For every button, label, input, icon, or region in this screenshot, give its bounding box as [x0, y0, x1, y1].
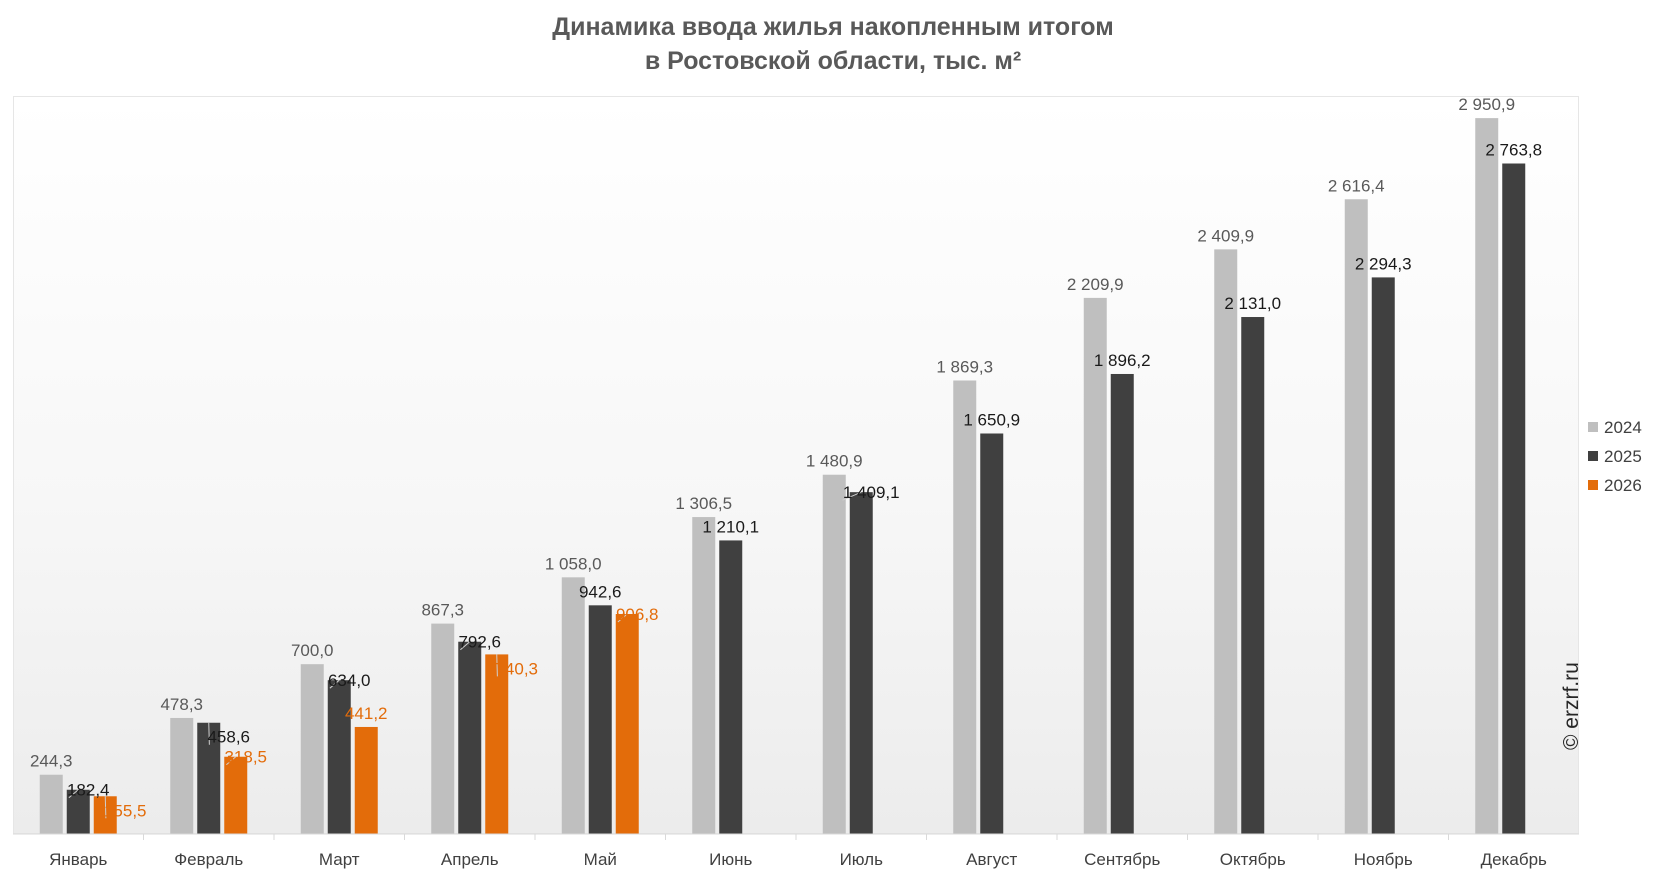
data-label-2024-4: 867,3 — [421, 601, 464, 620]
x-tick-label: Сентябрь — [1084, 850, 1160, 869]
data-label-2024-2: 478,3 — [160, 695, 203, 714]
bar-2026-4 — [485, 654, 509, 834]
legend-swatch-2026 — [1588, 480, 1598, 490]
chart-title: Динамика ввода жилья накопленным итогом … — [0, 10, 1666, 78]
bar-2026-3 — [354, 726, 378, 834]
chart-title-line-1: Динамика ввода жилья накопленным итогом — [552, 13, 1114, 41]
data-label-2026-5: 906,8 — [616, 605, 659, 624]
data-label-2025-2: 458,6 — [207, 728, 250, 747]
label-leader-line — [842, 491, 862, 501]
x-tick-label: Июнь — [709, 850, 752, 869]
data-label-2025-11: 2 294,3 — [1355, 254, 1412, 273]
bar-2024-12 — [1475, 118, 1499, 835]
x-tick-label: Август — [966, 850, 1017, 869]
data-label-2026-4: 740,3 — [495, 659, 538, 678]
data-label-2024-3: 700,0 — [291, 641, 334, 660]
x-tick-label: Февраль — [174, 850, 243, 869]
x-tick-label: Июль — [840, 850, 884, 869]
bar-2025-8 — [980, 433, 1004, 834]
bar-2025-11 — [1371, 277, 1395, 834]
data-label-2024-7: 1 480,9 — [806, 452, 863, 471]
bar-2025-3 — [327, 680, 351, 834]
legend-label-2025: 2025 — [1604, 447, 1642, 466]
x-tick-label: Январь — [49, 850, 107, 869]
label-leader-line — [496, 654, 498, 677]
x-tick-label: Декабрь — [1481, 850, 1547, 869]
data-label-2024-1: 244,3 — [30, 752, 73, 771]
bar-2026-5 — [615, 614, 639, 834]
data-label-2025-3: 634,0 — [328, 671, 371, 690]
data-label-2025-7: 1 409,1 — [843, 483, 900, 502]
bar-2024-4 — [431, 623, 455, 834]
data-label-2024-8: 1 869,3 — [936, 358, 993, 377]
x-tick-label: Апрель — [441, 850, 499, 869]
copyright-watermark: © erzrf.ru — [1560, 662, 1583, 750]
data-label-2026-1: 155,5 — [104, 801, 147, 820]
bar-2025-9 — [1110, 373, 1134, 834]
label-leader-line — [617, 613, 628, 623]
data-label-2024-12: 2 950,9 — [1458, 95, 1515, 114]
data-label-2025-9: 1 896,2 — [1094, 351, 1151, 370]
x-tick-label: Ноябрь — [1354, 850, 1413, 869]
bar-2024-5 — [561, 577, 585, 834]
bar-2024-8 — [953, 380, 977, 834]
data-label-2025-1: 182,4 — [67, 781, 110, 800]
legend-label-2024: 2024 — [1604, 418, 1642, 437]
legend: 2024 2025 2026 — [1588, 418, 1642, 495]
plot-area — [13, 96, 1579, 834]
data-label-2025-5: 942,6 — [579, 582, 622, 601]
bar-2024-3 — [300, 664, 324, 834]
bar-2024-6 — [692, 517, 716, 834]
label-leader-line — [68, 789, 79, 799]
bar-2025-2 — [197, 722, 221, 834]
bar-2024-9 — [1083, 297, 1107, 834]
leader-lines-layer — [68, 491, 862, 819]
bar-2025-7 — [849, 492, 873, 834]
bar-2026-1 — [93, 796, 117, 834]
data-label-2025-4: 792,6 — [458, 633, 501, 652]
bar-2024-11 — [1344, 199, 1368, 834]
x-tick-label: Май — [584, 850, 617, 869]
bar-2025-4 — [458, 641, 482, 834]
data-label-2026-3: 441,2 — [345, 704, 388, 723]
label-leader-line — [208, 722, 210, 745]
bar-2025-10 — [1241, 317, 1265, 834]
bar-2024-10 — [1214, 249, 1238, 834]
legend-label-2026: 2026 — [1604, 476, 1642, 495]
data-label-2026-2: 318,5 — [224, 748, 267, 767]
bar-2026-2 — [224, 756, 248, 834]
bar-2025-1 — [66, 789, 90, 834]
data-label-2024-10: 2 409,9 — [1197, 226, 1254, 245]
legend-swatch-2024 — [1588, 422, 1598, 432]
bar-2024-1 — [39, 774, 63, 834]
bar-2025-12 — [1502, 163, 1526, 834]
bar-2025-6 — [719, 540, 743, 834]
chart-title-line-2: в Ростовской области, тыс. м² — [644, 47, 1022, 75]
label-leader-line — [226, 756, 237, 766]
bar-2024-7 — [822, 474, 846, 834]
data-label-2024-6: 1 306,5 — [675, 494, 732, 513]
x-tick-labels-layer: Январь Февраль Март Апрель Май Июнь Июль Август… — [49, 834, 1547, 869]
data-label-2025-8: 1 650,9 — [963, 410, 1020, 429]
bar-2024-2 — [170, 717, 194, 834]
x-tick-label: Март — [319, 850, 360, 869]
data-label-2025-12: 2 763,8 — [1485, 141, 1542, 160]
bars-layer — [39, 118, 1526, 835]
data-label-2024-11: 2 616,4 — [1328, 176, 1385, 195]
label-leader-line — [104, 796, 107, 819]
x-tick-label: Октябрь — [1220, 850, 1286, 869]
bar-2025-5 — [588, 605, 612, 834]
label-leader-line — [329, 679, 340, 689]
legend-swatch-2025 — [1588, 451, 1598, 461]
data-label-2024-5: 1 058,0 — [545, 554, 602, 573]
label-leader-line — [460, 641, 471, 651]
data-label-2025-6: 1 210,1 — [702, 517, 759, 536]
data-label-2025-10: 2 131,0 — [1224, 294, 1281, 313]
data-label-2024-9: 2 209,9 — [1067, 275, 1124, 294]
